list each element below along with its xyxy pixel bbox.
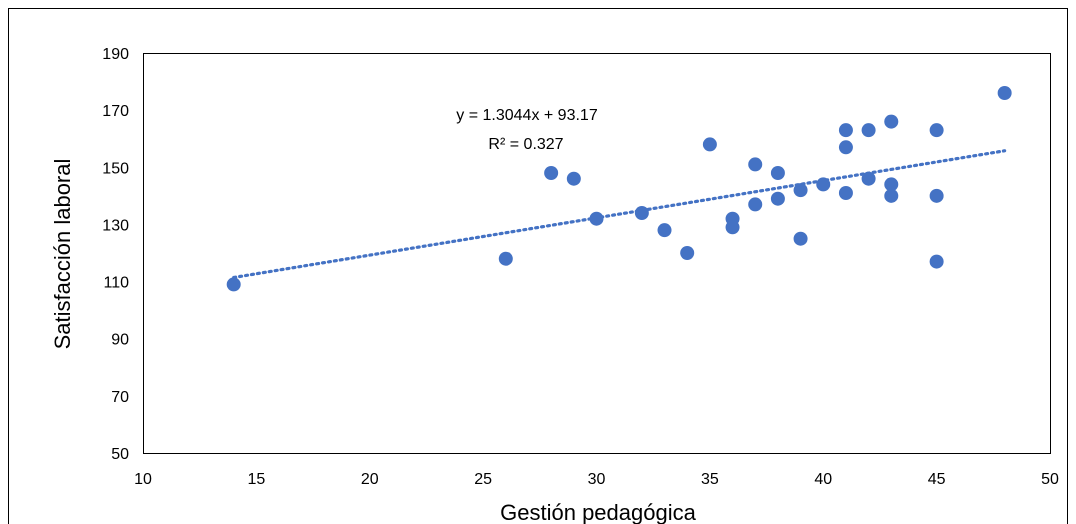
x-tick-label: 25 bbox=[474, 471, 492, 488]
chart-frame bbox=[8, 8, 1068, 524]
data-point bbox=[748, 157, 763, 172]
data-point bbox=[725, 220, 740, 235]
plot-area bbox=[143, 53, 1051, 454]
x-tick-label: 20 bbox=[361, 471, 379, 488]
data-point bbox=[793, 183, 808, 198]
data-point bbox=[793, 231, 808, 246]
data-point bbox=[589, 211, 604, 226]
x-tick-label: 35 bbox=[701, 471, 719, 488]
data-point bbox=[929, 123, 944, 138]
trendline-equation: y = 1.3044x + 93.17 bbox=[456, 107, 598, 124]
data-point bbox=[498, 251, 513, 266]
r-squared-label: R² = 0.327 bbox=[488, 136, 563, 153]
x-tick-label: 15 bbox=[247, 471, 265, 488]
y-tick-label: 170 bbox=[102, 103, 129, 120]
data-point bbox=[997, 86, 1012, 100]
x-axis-title: Gestión pedagógica bbox=[500, 500, 696, 524]
x-tick-label: 50 bbox=[1041, 471, 1059, 488]
y-tick-label: 50 bbox=[111, 446, 129, 463]
x-tick-labels: 10 15 20 25 30 35 40 45 50 bbox=[134, 471, 1059, 488]
data-point bbox=[566, 171, 581, 186]
data-point bbox=[770, 191, 785, 206]
y-tick-label: 130 bbox=[102, 217, 129, 234]
data-point bbox=[770, 166, 785, 180]
y-tick-labels: 50 70 90 110 130 150 170 190 bbox=[102, 46, 129, 463]
data-point bbox=[680, 246, 695, 260]
x-tick-label: 10 bbox=[134, 471, 152, 488]
data-point bbox=[838, 123, 853, 138]
data-point bbox=[861, 123, 876, 138]
data-point bbox=[838, 186, 853, 200]
y-tick-label: 110 bbox=[103, 275, 129, 292]
data-point bbox=[929, 188, 944, 203]
data-point bbox=[634, 206, 649, 220]
data-points bbox=[226, 86, 1012, 292]
y-tick-label: 190 bbox=[102, 46, 129, 63]
data-point bbox=[861, 171, 876, 186]
x-tick-label: 30 bbox=[588, 471, 606, 488]
data-point bbox=[702, 137, 717, 152]
data-point bbox=[226, 277, 241, 292]
data-point bbox=[838, 140, 853, 155]
y-axis-title: Satisfacción laboral bbox=[50, 159, 75, 350]
x-tick-label: 45 bbox=[928, 471, 946, 488]
data-point bbox=[544, 166, 559, 180]
trendline bbox=[232, 149, 1007, 280]
data-point bbox=[929, 254, 944, 269]
y-tick-label: 90 bbox=[111, 332, 129, 349]
data-point bbox=[816, 177, 831, 192]
y-tick-label: 150 bbox=[102, 160, 129, 177]
data-point bbox=[884, 177, 899, 192]
data-point bbox=[884, 188, 899, 203]
x-tick-label: 40 bbox=[814, 471, 832, 488]
data-point bbox=[748, 197, 763, 212]
data-point bbox=[884, 114, 899, 129]
data-point bbox=[657, 223, 672, 238]
y-tick-label: 70 bbox=[111, 389, 129, 406]
